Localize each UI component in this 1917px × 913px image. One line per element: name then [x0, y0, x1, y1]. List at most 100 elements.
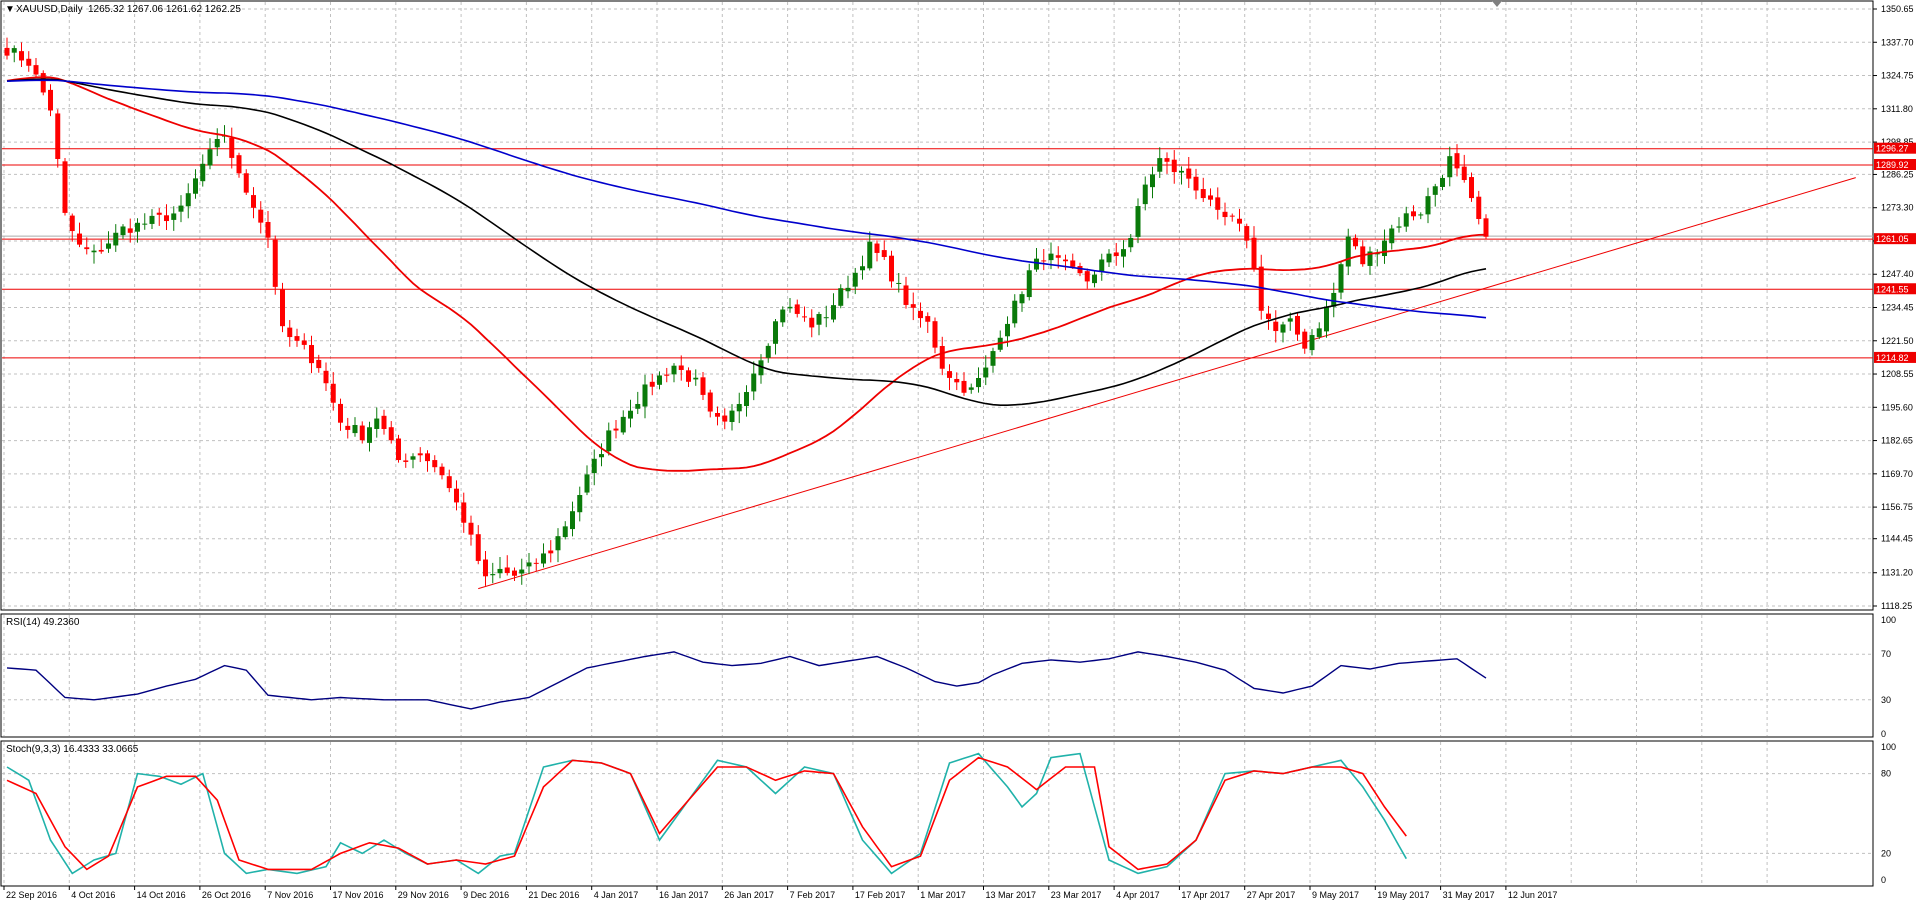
candle-body [867, 241, 873, 269]
candle-body [1070, 260, 1076, 267]
candle-body [417, 453, 423, 456]
candle-body [1476, 196, 1482, 219]
trendline-group[interactable] [478, 177, 1856, 590]
time-tick-label: 4 Oct 2016 [71, 890, 115, 900]
candle-body [1186, 168, 1192, 179]
candle-body [1092, 274, 1097, 284]
candle-body [635, 403, 641, 409]
candle-body [352, 424, 358, 434]
candle-body [164, 215, 169, 222]
level-price-label: 1241.55 [1876, 284, 1909, 294]
candle-body [381, 415, 387, 429]
price-tick-label: 1221.50 [1881, 336, 1914, 346]
candle-body [1461, 166, 1467, 181]
horizontal-levels[interactable] [2, 148, 1873, 359]
time-axis[interactable]: 22 Sep 2016 4 Oct 2016 14 Oct 2016 26 Oct 2… [3, 886, 1557, 900]
candle-body [490, 574, 496, 576]
candle-body [845, 287, 851, 292]
candle-body [1345, 236, 1351, 267]
price-tick-label: 1156.75 [1881, 502, 1913, 512]
symbol-title: XAUUSD,Daily [16, 4, 83, 15]
price-axis[interactable]: 1350.65 1337.70 1324.75 1311.80 1298.85 1286.… [1873, 4, 1914, 885]
stoch-tick-label: 80 [1881, 769, 1891, 779]
candle-body [584, 474, 590, 493]
candle-body [990, 351, 996, 366]
candle-body [236, 155, 242, 174]
candle-body [729, 410, 735, 423]
candle-body [541, 553, 546, 564]
candle-body [113, 232, 119, 246]
candle-body [1316, 328, 1322, 337]
candle-body [1208, 195, 1213, 200]
candle-body [1411, 211, 1416, 217]
candle-body [178, 205, 184, 212]
candle-body [548, 550, 554, 554]
candle-body [968, 387, 974, 390]
candle-body [330, 383, 336, 403]
candle-body [976, 378, 981, 388]
candle-body [707, 392, 713, 412]
rsi-pane-frame [0, 613, 1874, 738]
candle-body [802, 316, 807, 318]
rsi-line [6, 651, 1487, 710]
candle-body [193, 178, 198, 194]
stoch-tick-label: 20 [1881, 848, 1891, 858]
candle-body [1273, 321, 1279, 332]
candle-body [649, 381, 655, 387]
candle-body [606, 430, 612, 452]
candle-body [120, 226, 126, 236]
candle-body [55, 113, 61, 159]
candle-body [1237, 218, 1242, 224]
candle-body [1440, 177, 1445, 187]
candle-body [751, 373, 757, 392]
stoch-signal-line [6, 756, 1407, 871]
stoch-tick-label: 0 [1881, 875, 1886, 885]
candle-body [787, 306, 793, 309]
candle-body [678, 365, 684, 370]
candle-body [19, 51, 24, 61]
time-tick-label: 7 Feb 2017 [790, 890, 836, 900]
candle-body [910, 304, 916, 308]
candle-body [1142, 184, 1148, 205]
symbol-dropdown-icon[interactable]: ▼ [5, 4, 15, 15]
candle-body [309, 345, 314, 364]
candle-body [736, 404, 742, 412]
time-tick-label: 23 Mar 2017 [1051, 890, 1102, 900]
stochastic-indicator [6, 752, 1407, 875]
rsi-tick-label: 70 [1881, 649, 1891, 659]
ma-50-line [6, 76, 1487, 472]
candle-body [715, 413, 720, 417]
time-tick-label: 26 Oct 2016 [202, 890, 251, 900]
candle-body [280, 289, 285, 327]
candle-body [1367, 251, 1373, 266]
candle-body [98, 249, 104, 252]
shift-marker-icon[interactable] [1492, 1, 1502, 7]
candle-body [961, 380, 967, 393]
candle-body [838, 288, 844, 306]
rsi-indicator [6, 651, 1487, 710]
candle-body [773, 321, 778, 344]
candle-body [1171, 159, 1177, 173]
candle-body [77, 233, 82, 245]
stoch-tick-label: 100 [1881, 742, 1896, 752]
candle-body [1200, 189, 1206, 199]
candle-body [439, 466, 445, 476]
candle-body [1469, 177, 1474, 199]
candle-body [1425, 196, 1431, 215]
stoch-title: Stoch(9,3,3) 16.4333 33.0665 [6, 744, 139, 755]
time-tick-label: 4 Jan 2017 [594, 890, 639, 900]
candle-body [1128, 237, 1134, 248]
candle-body [1012, 300, 1018, 324]
candle-body [1099, 259, 1105, 273]
candle-body [932, 321, 938, 348]
candle-body [925, 316, 931, 322]
candle-body [744, 392, 749, 407]
time-tick-label: 22 Sep 2016 [6, 890, 57, 900]
trendline[interactable] [478, 177, 1856, 590]
candle-body [628, 410, 633, 419]
time-tick-label: 31 May 2017 [1443, 890, 1495, 900]
candle-body [432, 460, 438, 468]
